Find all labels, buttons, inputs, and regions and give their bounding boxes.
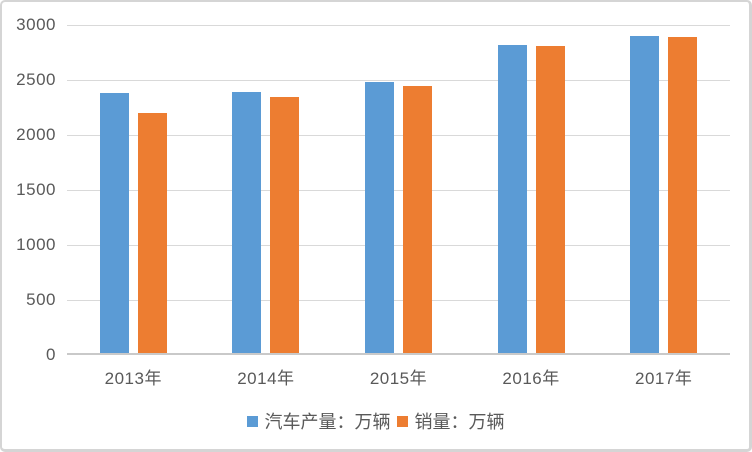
gridline [67,134,730,136]
bar-group [67,25,200,355]
bar-production [497,44,527,355]
bar-sales [668,37,698,355]
bar-group [465,25,598,355]
x-tick-label: 2013年 [104,369,162,388]
gridline [67,299,730,301]
legend-label-production: 汽车产量：万辆 [264,412,391,432]
x-axis-line [67,353,730,355]
x-axis-labels: 2013年 2014年 2015年 2016年 2017年 [67,364,730,389]
y-tick-label: 500 [26,290,56,310]
y-tick-label: 1000 [16,235,56,255]
legend-item-production: 汽车产量：万辆 [246,408,391,434]
y-tick-label: 0 [46,345,56,365]
legend: 汽车产量：万辆 销量：万辆 [2,408,749,434]
plot-area [67,24,730,355]
y-tick-label: 2500 [16,70,56,90]
bar-group [332,25,465,355]
bar-sales [402,85,432,355]
y-tick-label: 2000 [16,125,56,145]
gridline [67,24,730,26]
legend-item-sales: 销量：万辆 [396,408,505,434]
legend-swatch-production-icon [246,415,258,427]
y-tick-label: 1500 [16,180,56,200]
x-tick-label: 2015年 [369,369,428,388]
bar-group [597,25,730,355]
bar-production [364,82,394,355]
x-tick-label: 2016年 [502,369,560,388]
gridline [67,79,730,81]
bar-production [99,93,129,355]
bar-sales [137,113,167,355]
bar-production [630,36,660,355]
y-tick-label: 3000 [16,15,56,35]
x-tick-label: 2017年 [635,369,693,388]
gridline [67,244,730,246]
bar-group [200,25,333,355]
legend-label-sales: 销量：万辆 [414,412,505,432]
legend-swatch-sales-icon [396,415,408,427]
bar-sales [270,96,300,355]
bar-production [232,92,262,355]
x-tick-label: 2014年 [237,369,295,388]
bar-sales [535,45,565,355]
gridline [67,189,730,191]
